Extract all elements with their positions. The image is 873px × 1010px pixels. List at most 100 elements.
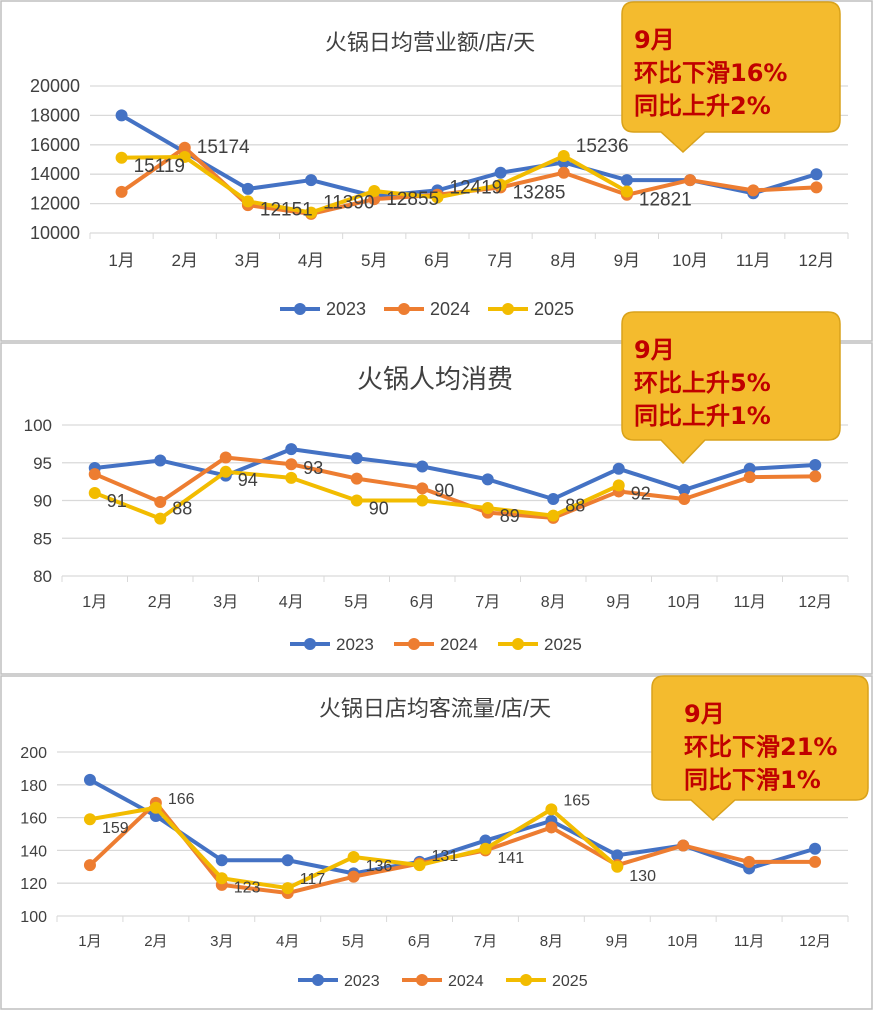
callout-text: 9月 环比下滑21% 同比下滑1% xyxy=(684,698,837,797)
data-point-2024 xyxy=(350,472,363,485)
x-tick-label: 9月 xyxy=(606,594,631,611)
data-point-2025 xyxy=(154,512,167,525)
callout-line: 同比上升1% xyxy=(634,402,771,430)
callout-line: 9月 xyxy=(634,26,675,54)
y-tick-label: 14000 xyxy=(30,164,80,184)
data-point-2025 xyxy=(416,494,429,507)
data-point-2025 xyxy=(611,860,624,873)
x-tick-label: 8月 xyxy=(541,594,566,611)
callout-line: 环比下滑16% xyxy=(634,59,788,87)
data-label: 13285 xyxy=(513,183,566,204)
data-point-2023 xyxy=(481,473,494,486)
x-tick-label: 8月 xyxy=(551,251,577,270)
data-point-2023 xyxy=(494,166,507,179)
legend-marker-2023 xyxy=(294,303,306,315)
y-tick-label: 80 xyxy=(33,567,52,586)
y-tick-label: 200 xyxy=(20,745,47,762)
data-point-2023 xyxy=(547,492,560,505)
legend-label: 2025 xyxy=(544,635,582,654)
legend-marker-2024 xyxy=(398,303,410,315)
x-tick-label: 3月 xyxy=(210,933,233,950)
callout-text: 9月环比上升5% 同比上升1% xyxy=(634,334,771,433)
legend-marker-2024 xyxy=(408,638,420,650)
data-point-2024 xyxy=(684,174,697,187)
data-label: 88 xyxy=(172,499,192,519)
x-tick-label: 2月 xyxy=(172,251,198,270)
x-tick-label: 5月 xyxy=(342,933,365,950)
legend-marker-2025 xyxy=(512,638,524,650)
data-label: 91 xyxy=(107,491,127,511)
data-label: 136 xyxy=(366,858,393,875)
x-tick-label: 3月 xyxy=(213,594,238,611)
x-tick-label: 5月 xyxy=(344,594,369,611)
data-label: 89 xyxy=(500,506,520,526)
legend-marker-2025 xyxy=(520,974,532,986)
data-point-2025 xyxy=(368,185,381,198)
callout-line: 同比下滑1% xyxy=(684,766,821,794)
data-point-2025 xyxy=(612,479,625,492)
data-label: 159 xyxy=(102,820,129,837)
data-point-2023 xyxy=(305,174,318,187)
x-tick-label: 12月 xyxy=(798,594,832,611)
legend-label: 2023 xyxy=(336,635,374,654)
data-point-2025 xyxy=(494,178,507,191)
chart-title: 火锅日店均客流量/店/天 xyxy=(319,696,551,721)
y-tick-label: 100 xyxy=(24,416,52,435)
data-point-2023 xyxy=(678,483,691,496)
data-point-2023 xyxy=(281,854,294,867)
data-point-2024 xyxy=(743,471,756,484)
data-label: 141 xyxy=(497,850,524,867)
callout-bubble xyxy=(621,311,841,465)
data-point-2023 xyxy=(743,462,756,475)
data-point-2025 xyxy=(281,882,294,895)
callout-line: 9月 xyxy=(634,336,675,364)
data-label: 90 xyxy=(434,481,454,501)
data-point-2024 xyxy=(678,492,691,505)
x-tick-label: 11月 xyxy=(736,251,771,270)
legend-label: 2025 xyxy=(534,299,574,319)
callout-line: 环比上升5% xyxy=(634,369,771,397)
y-tick-label: 140 xyxy=(20,843,47,860)
data-point-2025 xyxy=(545,803,558,816)
y-tick-label: 90 xyxy=(33,492,52,511)
x-tick-label: 9月 xyxy=(606,933,629,950)
y-tick-label: 18000 xyxy=(30,105,80,125)
x-tick-label: 2月 xyxy=(144,933,167,950)
data-point-2023 xyxy=(611,849,624,862)
data-label: 12821 xyxy=(639,190,692,211)
callout-line: 9月 xyxy=(684,700,725,728)
x-tick-label: 9月 xyxy=(614,251,640,270)
data-point-2024 xyxy=(747,184,760,197)
data-point-2023 xyxy=(241,182,254,195)
data-point-2024 xyxy=(809,855,822,868)
callout-bubble xyxy=(621,1,841,154)
chart-title: 火锅人均消费 xyxy=(357,364,513,394)
x-tick-label: 8月 xyxy=(540,933,563,950)
legend-label: 2023 xyxy=(344,973,380,990)
data-point-2024 xyxy=(677,839,690,852)
data-label: 94 xyxy=(238,470,258,490)
data-label: 15119 xyxy=(134,156,185,177)
data-point-2024 xyxy=(557,166,570,179)
data-label: 15236 xyxy=(576,136,629,157)
x-tick-label: 5月 xyxy=(361,251,387,270)
data-label: 92 xyxy=(631,483,651,503)
data-point-2024 xyxy=(219,451,232,464)
legend-label: 2025 xyxy=(552,973,588,990)
data-point-2024 xyxy=(416,482,429,495)
data-point-2023 xyxy=(350,452,363,465)
data-point-2023 xyxy=(809,459,822,472)
data-point-2025 xyxy=(241,195,254,208)
data-point-2023 xyxy=(285,443,298,456)
data-point-2025 xyxy=(557,150,570,163)
data-label: 11390 xyxy=(323,193,374,214)
data-point-2025 xyxy=(479,842,492,855)
x-tick-label: 6月 xyxy=(424,251,450,270)
legend-marker-2023 xyxy=(312,974,324,986)
data-point-2025 xyxy=(215,872,228,885)
y-tick-label: 180 xyxy=(20,778,47,795)
x-tick-label: 4月 xyxy=(279,594,304,611)
data-point-2025 xyxy=(431,191,444,204)
